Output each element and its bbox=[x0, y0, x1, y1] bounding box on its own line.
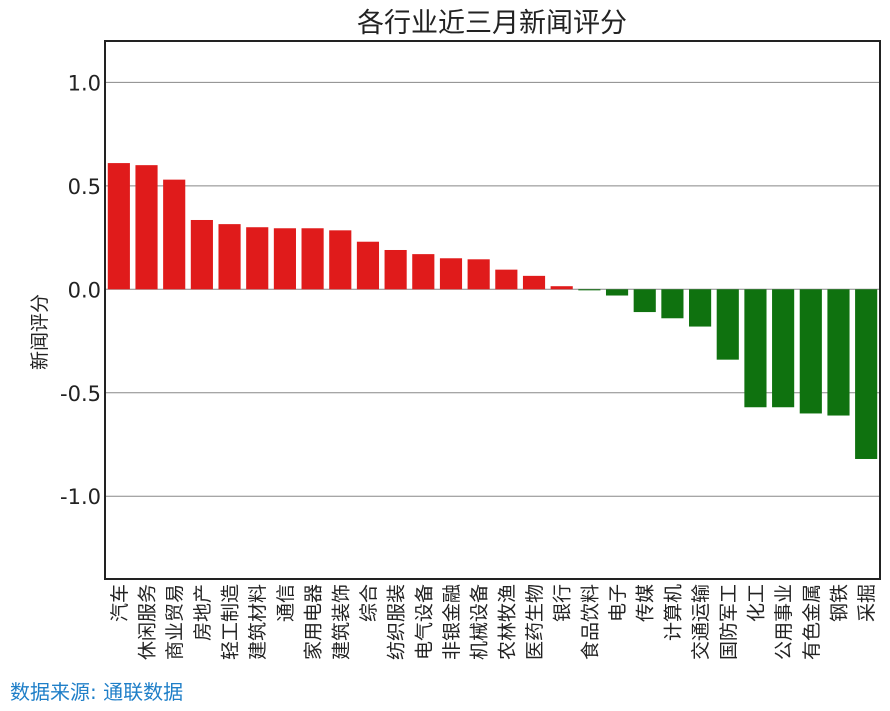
y-ticks: 1.0 0.5 0.0 -0.5 -1.0 bbox=[60, 71, 101, 509]
y-tick-label: -0.5 bbox=[60, 382, 101, 406]
bar bbox=[605, 289, 629, 296]
bar bbox=[246, 227, 269, 290]
bar bbox=[550, 286, 573, 290]
bar bbox=[855, 289, 878, 459]
bar bbox=[273, 228, 296, 290]
bar bbox=[772, 289, 795, 408]
bar bbox=[578, 289, 601, 291]
x-tick-label: 休闲服务 bbox=[137, 584, 159, 660]
x-tick-label: 医药生物 bbox=[524, 584, 546, 660]
x-ticks: 汽车 休闲服务 商业贸易 房地产 轻工制造 建筑材料 通信 家用电器 建筑装饰 综合 纺织服装 电气设… bbox=[109, 584, 878, 660]
x-tick-label: 国防军工 bbox=[718, 584, 740, 660]
bar bbox=[412, 254, 435, 290]
x-tick-label: 房地产 bbox=[192, 584, 214, 641]
y-tick-label: 0.5 bbox=[68, 175, 101, 199]
x-tick-label: 有色金属 bbox=[801, 584, 823, 660]
bar bbox=[633, 289, 656, 313]
x-tick-label: 非银金融 bbox=[441, 584, 463, 660]
bar bbox=[107, 163, 130, 290]
x-tick-label: 建筑材料 bbox=[247, 584, 269, 660]
x-tick-label: 纺织服装 bbox=[386, 584, 408, 660]
chart-title: 各行业近三月新闻评分 bbox=[357, 8, 627, 39]
x-tick-label: 建筑装饰 bbox=[330, 584, 352, 660]
bar bbox=[661, 289, 684, 319]
y-tick-label: 0.0 bbox=[68, 278, 101, 302]
x-tick-label: 通信 bbox=[275, 584, 297, 622]
x-tick-label: 食品饮料 bbox=[579, 584, 601, 660]
x-tick-label: 采掘 bbox=[856, 584, 878, 622]
x-tick-label: 传媒 bbox=[635, 584, 657, 622]
bar bbox=[218, 224, 241, 290]
bar bbox=[190, 219, 213, 290]
bar bbox=[522, 275, 546, 290]
x-tick-label: 公用事业 bbox=[773, 584, 795, 660]
x-tick-label: 银行 bbox=[552, 584, 574, 622]
bar bbox=[827, 289, 850, 416]
bar bbox=[356, 241, 380, 290]
bar bbox=[716, 289, 739, 360]
bar bbox=[495, 269, 518, 290]
x-tick-label: 钢铁 bbox=[828, 584, 850, 622]
data-source: 数据来源: 通联数据 bbox=[10, 680, 184, 704]
x-tick-label: 电气设备 bbox=[413, 584, 435, 660]
y-tick-label: 1.0 bbox=[68, 71, 101, 95]
x-tick-label: 电子 bbox=[607, 584, 629, 622]
x-tick-label: 农林牧渔 bbox=[496, 584, 518, 660]
bar bbox=[135, 165, 158, 290]
x-tick-label: 商业贸易 bbox=[164, 584, 186, 660]
x-tick-label: 综合 bbox=[358, 584, 380, 622]
y-axis-label: 新闻评分 bbox=[29, 294, 51, 370]
bar bbox=[439, 258, 463, 290]
x-tick-label: 化工 bbox=[745, 584, 767, 622]
x-tick-label: 汽车 bbox=[109, 584, 131, 622]
plot-frame bbox=[104, 40, 881, 580]
bar bbox=[384, 249, 407, 290]
bar bbox=[163, 179, 186, 290]
bar bbox=[744, 289, 767, 408]
x-tick-label: 家用电器 bbox=[303, 584, 325, 660]
bar bbox=[329, 230, 352, 290]
x-tick-label: 机械设备 bbox=[469, 584, 491, 660]
x-tick-label: 计算机 bbox=[662, 584, 684, 641]
bar bbox=[689, 289, 712, 327]
x-tick-label: 交通运输 bbox=[690, 584, 712, 660]
bar bbox=[799, 289, 822, 414]
x-tick-label: 轻工制造 bbox=[220, 584, 242, 660]
bar bbox=[301, 228, 324, 290]
bar bbox=[467, 259, 490, 290]
bars bbox=[107, 163, 878, 459]
y-tick-label: -1.0 bbox=[60, 485, 101, 509]
